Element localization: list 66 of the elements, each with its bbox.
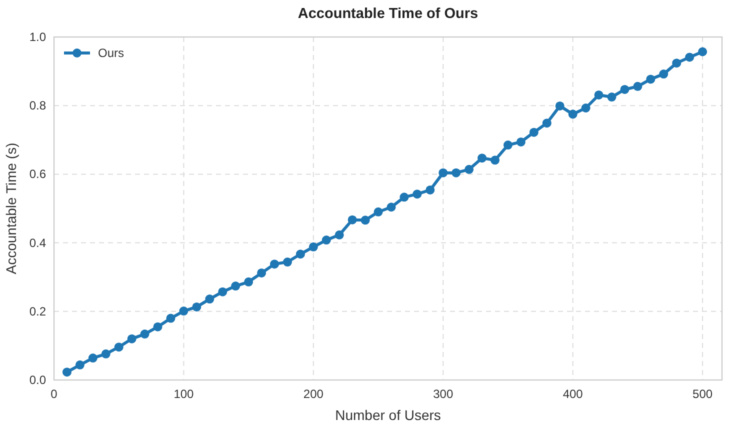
point — [672, 58, 682, 68]
point — [296, 250, 305, 259]
y-tick-label: 0.8 — [29, 98, 46, 113]
point — [75, 360, 84, 370]
point — [568, 110, 578, 119]
point — [334, 230, 344, 240]
point — [464, 164, 474, 174]
point — [659, 70, 668, 79]
y-axis-title: Accountable Time (s) — [3, 142, 19, 274]
point — [542, 118, 552, 128]
point — [140, 330, 150, 339]
point — [348, 215, 357, 224]
y-tick-label: 1.0 — [29, 30, 46, 44]
y-tick-label: 0.6 — [29, 167, 46, 182]
point — [244, 277, 254, 286]
point — [62, 368, 72, 377]
point — [127, 334, 136, 344]
point — [555, 101, 564, 110]
x-axis-title: Number of Users — [335, 407, 441, 423]
point — [153, 322, 162, 332]
point — [308, 242, 318, 252]
point — [282, 258, 292, 267]
point — [698, 47, 708, 56]
point — [503, 140, 512, 150]
point — [179, 306, 188, 316]
point — [205, 294, 214, 304]
point — [257, 268, 266, 278]
point — [400, 192, 409, 202]
point — [322, 236, 331, 245]
point — [374, 207, 383, 216]
x-tick-label: 0 — [50, 387, 58, 401]
x-tick-label: 300 — [433, 387, 454, 401]
point — [490, 156, 500, 165]
point — [270, 260, 280, 269]
point — [192, 302, 202, 312]
x-tick-label: 400 — [562, 387, 584, 401]
point — [607, 92, 616, 102]
x-tick-label: 500 — [692, 387, 713, 401]
point — [426, 185, 435, 194]
point — [231, 282, 240, 291]
y-tick-label: 0.0 — [29, 373, 46, 387]
point — [478, 154, 487, 163]
point — [452, 168, 461, 178]
point — [88, 354, 98, 363]
point — [438, 168, 448, 178]
point — [218, 287, 228, 296]
y-tick-label: 0.2 — [29, 304, 46, 318]
point — [685, 52, 694, 62]
point — [646, 74, 656, 84]
point — [594, 90, 604, 100]
point — [516, 137, 526, 146]
point — [633, 82, 642, 91]
chart-title: Accountable Time of Ours — [298, 6, 478, 22]
point — [412, 190, 422, 199]
x-tick-label: 200 — [303, 387, 324, 401]
point — [620, 84, 630, 94]
point — [101, 349, 110, 358]
y-tick-label: 0.4 — [29, 236, 46, 250]
point — [114, 342, 124, 352]
point — [529, 128, 538, 137]
legend-label: Ours — [98, 46, 124, 60]
x-tick-label: 100 — [174, 387, 194, 401]
point — [581, 104, 590, 112]
point — [166, 314, 176, 323]
point — [386, 202, 396, 212]
point — [360, 216, 370, 225]
